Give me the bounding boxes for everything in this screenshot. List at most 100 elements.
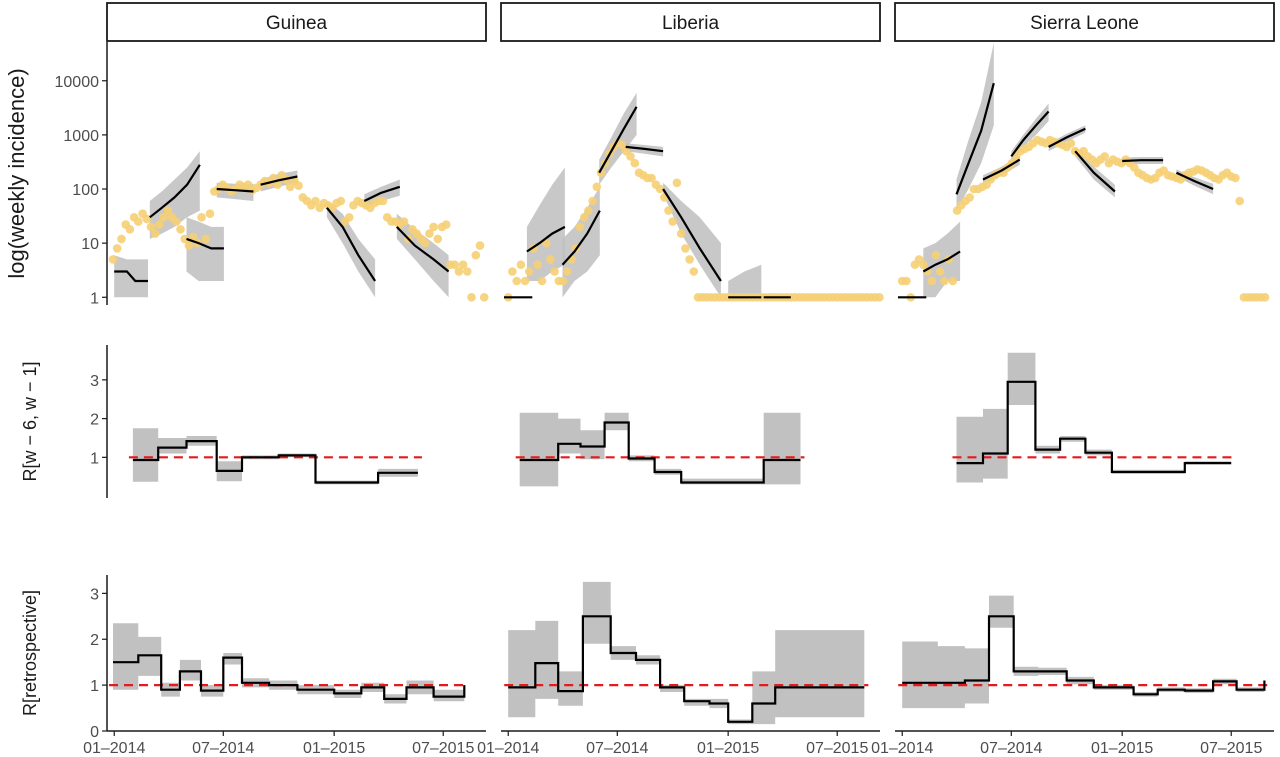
observed-point — [927, 276, 937, 286]
projection-line — [598, 106, 638, 174]
projection-line — [1175, 171, 1214, 191]
observed-point — [205, 209, 215, 218]
observed-point — [311, 196, 320, 206]
projection-ribbon — [663, 182, 721, 298]
observed-point — [399, 217, 409, 226]
projection-line — [396, 226, 450, 273]
observed-point — [596, 168, 606, 177]
panel-middle-sierra-leone — [952, 352, 1236, 483]
observed-point — [689, 267, 699, 276]
observed-point — [668, 217, 677, 226]
credible-interval-ribbon — [956, 352, 1232, 483]
observed-point — [294, 181, 303, 190]
y-tick-label: 10 — [81, 236, 99, 253]
r-estimate-line — [519, 421, 801, 484]
observed-point — [940, 276, 949, 286]
y-tick-label: 3 — [90, 373, 99, 390]
observed-point — [630, 158, 640, 168]
observed-point — [902, 276, 911, 286]
observed-point — [450, 260, 460, 270]
observed-point — [125, 225, 135, 234]
observed-point — [197, 213, 206, 222]
observed-point — [512, 276, 521, 286]
observed-point — [537, 276, 547, 286]
y-tick-label: 1 — [90, 290, 99, 307]
x-tick-label: 07–2015 — [806, 740, 868, 757]
projection-line — [1048, 127, 1086, 148]
projection-ribbon — [186, 217, 224, 281]
observed-point — [433, 234, 443, 244]
r-estimate-line — [902, 615, 1266, 696]
x-tick-label: 01–2014 — [871, 740, 933, 757]
observed-point — [676, 229, 686, 238]
x-tick-label: 07–2015 — [1200, 740, 1262, 757]
y-axis-label: R[retrospective] — [20, 590, 40, 716]
x-tick-label: 01–2014 — [83, 740, 145, 757]
panel-bottom-guinea — [109, 623, 469, 713]
projection-line — [561, 210, 601, 266]
y-tick-label: 1 — [90, 678, 99, 695]
y-tick-label: 3 — [90, 586, 99, 603]
observed-point — [163, 206, 173, 215]
panel-middle-guinea — [128, 428, 422, 485]
r-estimate-line — [132, 440, 418, 484]
panel-top-sierra-leone — [897, 42, 1270, 302]
y-tick-label: 10000 — [55, 74, 100, 91]
projection-line — [114, 270, 148, 283]
observed-point — [647, 173, 656, 183]
observed-point — [180, 234, 189, 244]
observed-point — [344, 213, 354, 222]
facet-strip-guinea — [106, 2, 487, 42]
observed-point — [520, 276, 530, 286]
observed-point — [336, 196, 346, 206]
observed-point — [563, 267, 572, 276]
facet-title: Sierra Leone — [1030, 13, 1139, 34]
observed-point — [588, 196, 597, 206]
observed-point — [592, 182, 602, 192]
projection-line — [526, 225, 566, 253]
y-tick-label: 0 — [90, 724, 99, 741]
observed-point — [142, 214, 152, 224]
observed-point — [655, 184, 665, 194]
panel-bottom-sierra-leone — [898, 595, 1269, 709]
x-tick-label: 07–2014 — [980, 740, 1042, 757]
observed-point — [681, 244, 690, 253]
observed-point — [546, 255, 555, 264]
credible-interval-ribbon — [508, 581, 865, 725]
observed-point — [965, 193, 974, 202]
projection-line — [1122, 159, 1164, 163]
observed-point — [273, 180, 282, 189]
y-tick-label: 2 — [90, 412, 99, 429]
observed-point — [117, 234, 126, 244]
observed-point — [516, 260, 526, 270]
observed-point — [919, 260, 928, 270]
observed-point — [479, 293, 489, 302]
observed-point — [617, 140, 627, 150]
observed-point — [108, 255, 118, 264]
observed-point — [550, 267, 559, 276]
projection-line — [625, 145, 664, 153]
r-estimate-line — [956, 380, 1232, 474]
y-tick-label: 1000 — [63, 128, 99, 145]
projection-ribbon — [728, 264, 762, 298]
observed-point — [463, 267, 472, 276]
observed-point — [441, 220, 451, 229]
projection-line — [982, 158, 1021, 181]
projection-ribbon — [923, 221, 961, 298]
observed-point — [558, 276, 568, 286]
observed-point — [475, 241, 485, 250]
y-tick-label: 100 — [72, 182, 99, 199]
observed-point — [525, 267, 534, 276]
observed-point — [685, 255, 694, 264]
observed-point — [508, 267, 517, 276]
projection-line — [922, 250, 961, 273]
observed-point — [188, 232, 198, 242]
projection-ribbon — [526, 167, 565, 281]
observed-point — [458, 260, 468, 270]
r-estimate-line — [113, 654, 466, 701]
observed-point — [672, 178, 682, 188]
observed-point — [150, 229, 160, 238]
projection-line — [260, 175, 298, 186]
x-tick-label: 01–2015 — [1091, 740, 1153, 757]
